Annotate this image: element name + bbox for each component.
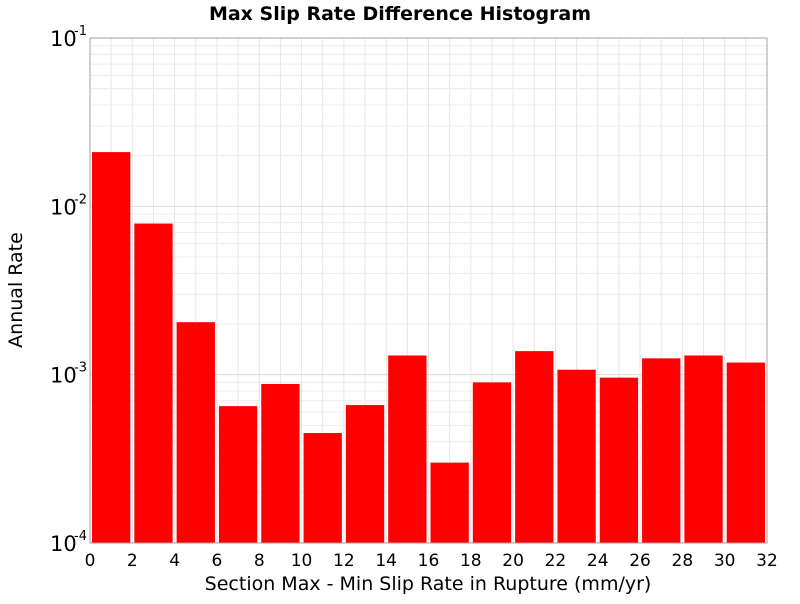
histogram-bar xyxy=(218,406,258,543)
histogram-bar xyxy=(599,377,639,543)
x-axis-label: Section Max - Min Slip Rate in Rupture (… xyxy=(205,573,652,595)
y-tick-base: 10 xyxy=(50,195,77,219)
histogram-bar xyxy=(642,358,681,543)
x-tick-label: 28 xyxy=(672,551,694,571)
plot-area-frame xyxy=(89,37,768,544)
x-tick-label: 6 xyxy=(212,551,223,571)
x-tick-label: 26 xyxy=(629,551,651,571)
x-axis-ticks: 0 2 4 6 8 10 12 14 16 18 20 22 24 26 28 30 32 xyxy=(85,551,778,571)
y-tick-base: 10 xyxy=(50,532,77,556)
x-tick-label: 22 xyxy=(545,551,567,571)
histogram-bar xyxy=(515,351,554,543)
x-tick-label: 0 xyxy=(85,551,96,571)
x-tick-label: 14 xyxy=(375,551,397,571)
histogram-bar xyxy=(684,355,723,543)
histogram-bar xyxy=(92,152,131,543)
histogram-bar xyxy=(261,384,300,543)
y-tick-base: 10 xyxy=(50,27,77,51)
y-tick-label: 10-4 xyxy=(50,529,87,556)
x-tick-label: 4 xyxy=(169,551,180,571)
histogram-bar xyxy=(134,223,173,543)
y-tick-label: 10-1 xyxy=(50,24,87,51)
x-tick-label: 20 xyxy=(502,551,524,571)
y-axis-ticks: 10-410-310-210-1 xyxy=(50,24,87,556)
histogram-bar xyxy=(303,433,342,543)
histogram-bar xyxy=(388,355,427,543)
histogram-bar xyxy=(430,462,469,543)
x-tick-label: 8 xyxy=(254,551,265,571)
histogram-bar xyxy=(345,405,385,543)
y-tick-base: 10 xyxy=(50,364,77,388)
histogram-bar xyxy=(557,369,596,543)
y-tick-label: 10-3 xyxy=(50,361,87,388)
x-tick-label: 30 xyxy=(714,551,736,571)
histogram-bar xyxy=(726,362,765,543)
y-axis-label: Annual Rate xyxy=(5,232,27,348)
y-tick-exponent: -4 xyxy=(74,529,87,544)
x-tick-label: 10 xyxy=(291,551,313,571)
histogram-bar xyxy=(472,382,512,543)
x-tick-label: 32 xyxy=(756,551,778,571)
x-tick-label: 18 xyxy=(460,551,482,571)
y-tick-exponent: -3 xyxy=(74,361,87,376)
x-tick-label: 12 xyxy=(333,551,355,571)
x-tick-label: 24 xyxy=(587,551,609,571)
bars xyxy=(92,152,765,543)
y-tick-exponent: -1 xyxy=(74,24,87,39)
x-tick-label: 16 xyxy=(418,551,440,571)
x-tick-label: 2 xyxy=(127,551,138,571)
histogram-bar xyxy=(176,322,215,543)
chart-title: Max Slip Rate Difference Histogram xyxy=(209,3,591,25)
y-tick-exponent: -2 xyxy=(74,192,87,207)
y-tick-label: 10-2 xyxy=(50,192,87,219)
